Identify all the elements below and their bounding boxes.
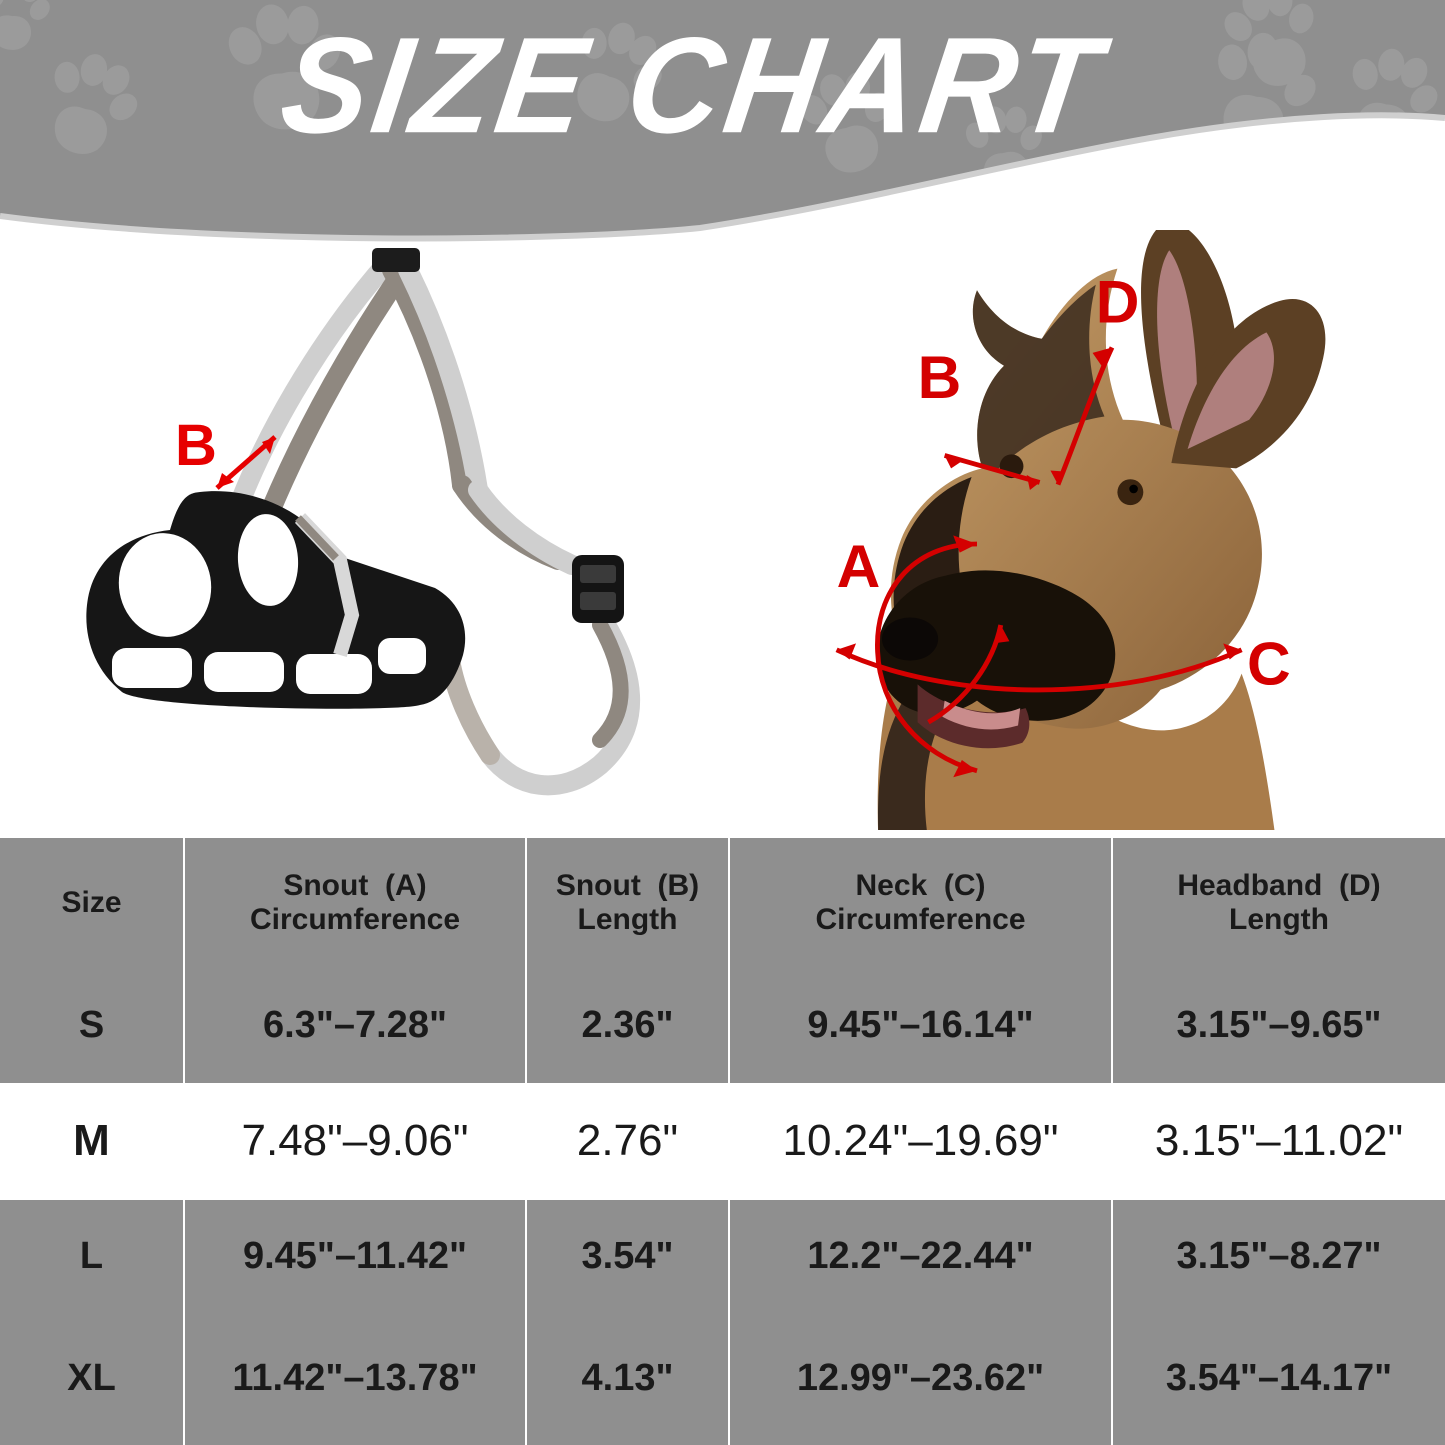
svg-text:B: B (175, 413, 217, 478)
svg-text:A: A (837, 532, 881, 600)
svg-text:B: B (918, 343, 962, 411)
svg-text:C: C (1247, 629, 1291, 697)
svg-text:D: D (1096, 268, 1140, 336)
